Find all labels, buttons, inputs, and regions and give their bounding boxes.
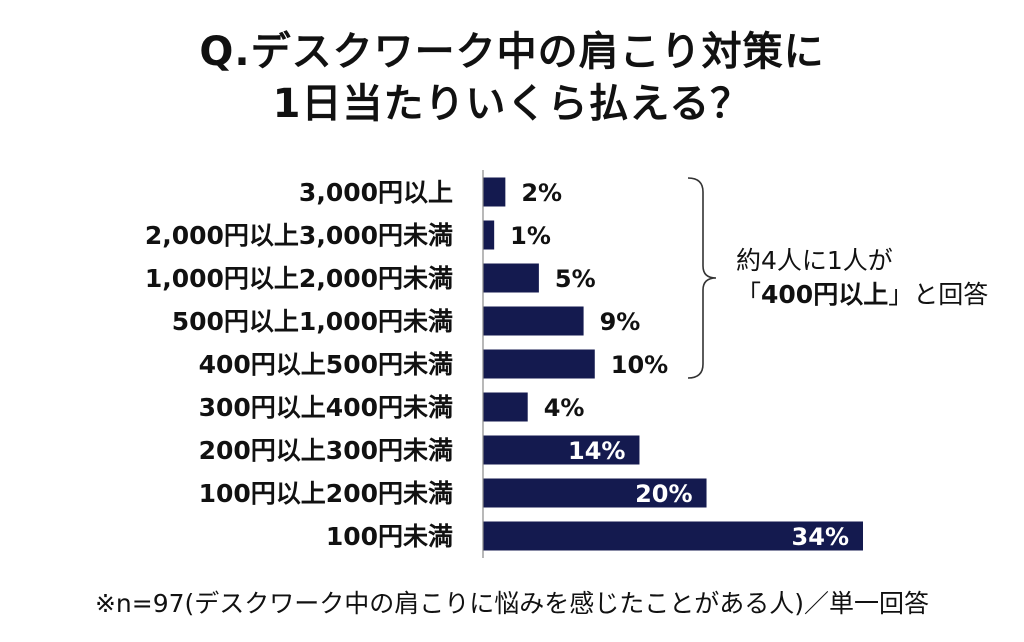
callout-brace [687, 177, 717, 379]
value-label: 1% [510, 222, 551, 250]
category-label: 1,000円以上2,000円未満 [145, 264, 453, 293]
bar [483, 435, 640, 465]
bar [483, 392, 528, 422]
callout-highlight: 400円以上 [761, 280, 889, 309]
value-label: 4% [544, 394, 585, 422]
bar [483, 349, 595, 379]
value-label: 2% [521, 179, 562, 207]
chart-title-line-2: 1日当たりいくら払える？ [272, 81, 752, 127]
bar [483, 521, 863, 551]
callout-text: 約4人に1人が 「400円以上」と回答 [736, 244, 988, 312]
callout-quote-open: 「 [736, 280, 762, 309]
value-label: 10% [611, 351, 668, 379]
callout-quote-close: 」 [888, 280, 914, 309]
callout-line-2: 「400円以上」と回答 [736, 278, 988, 312]
bar [483, 177, 506, 207]
bars [483, 177, 863, 551]
bar [483, 306, 584, 336]
category-label: 400円以上500円未満 [199, 350, 453, 379]
category-label: 500円以上1,000円未満 [172, 307, 453, 336]
callout-line-1: 約4人に1人が [736, 246, 893, 275]
value-label: 5% [555, 265, 596, 293]
chart-title-line-1: Q.デスクワーク中の肩こり対策に [199, 29, 825, 75]
bar [483, 220, 495, 250]
value-labels: 2% 1%5%9% 10% 4% 14% 20% 34% [510, 179, 849, 551]
category-label: 100円以上200円未満 [199, 479, 453, 508]
value-label: 20% [635, 480, 692, 508]
bar [483, 478, 707, 508]
callout-suffix: と回答 [913, 280, 989, 309]
category-label: 200円以上300円未満 [199, 436, 453, 465]
category-label: 2,000円以上3,000円未満 [145, 221, 453, 250]
value-label: 34% [792, 523, 849, 551]
sample-note: ※n=97(デスクワーク中の肩こりに悩みを感じたことがある人)／単一回答 [94, 589, 930, 618]
value-label: 9% [600, 308, 641, 336]
value-label: 14% [568, 437, 625, 465]
category-labels: 3,000円以上 2,000円以上3,000円未満 1,000円以上2,000円未満… [145, 178, 453, 551]
category-label: 300円以上400円未満 [199, 393, 453, 422]
bar [483, 263, 539, 293]
category-label: 100円未満 [326, 522, 453, 551]
category-label: 3,000円以上 [299, 178, 453, 207]
